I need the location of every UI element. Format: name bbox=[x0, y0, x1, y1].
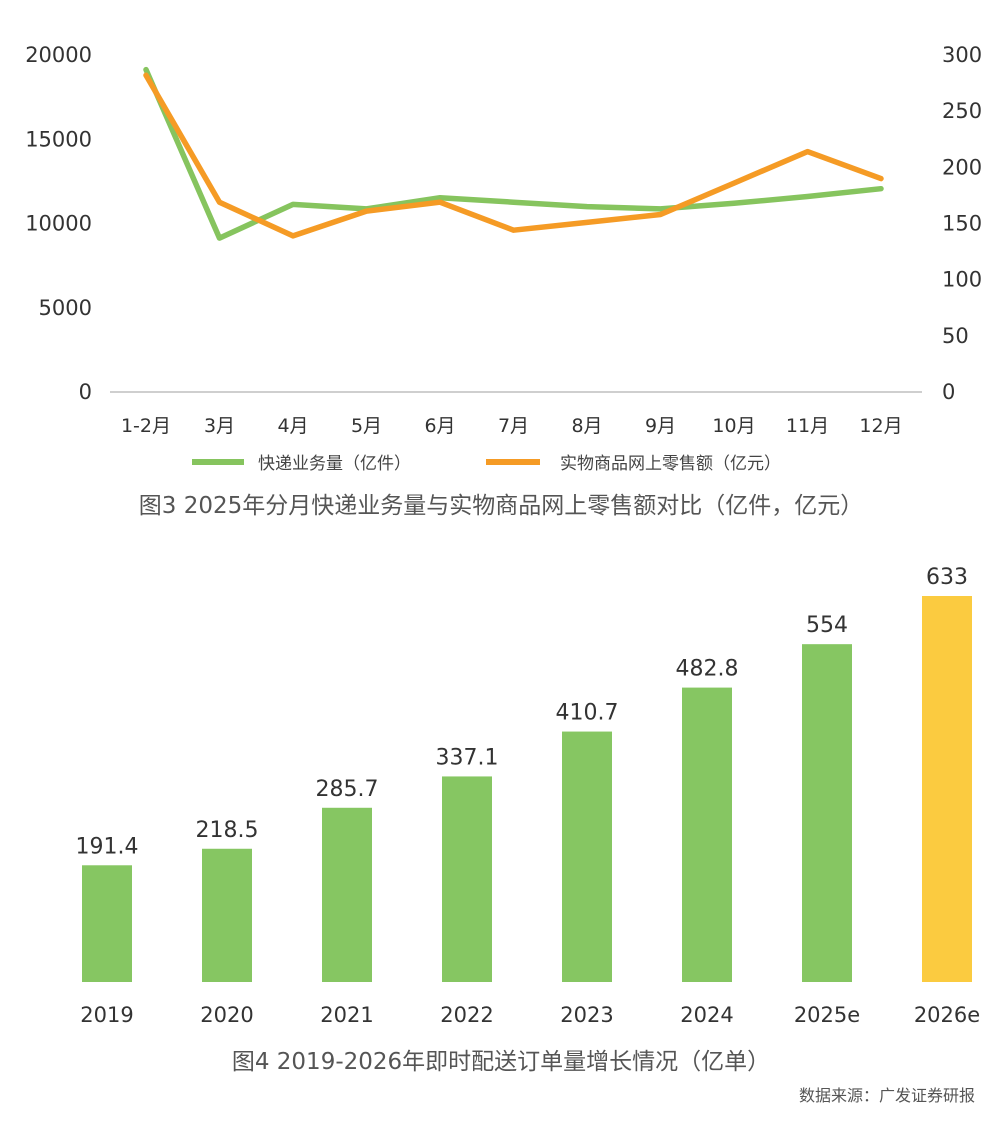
right-axis-ticks: 300 250 200 150 100 50 0 bbox=[942, 43, 982, 404]
bar-x-tick-label: 2022 bbox=[440, 1003, 493, 1027]
x-axis-tick-label: 12月 bbox=[859, 415, 902, 437]
bar-x-tick-label: 2020 bbox=[200, 1003, 253, 1027]
x-axis-tick-label: 6月 bbox=[424, 415, 455, 437]
x-axis-ticks: 1-2月 3月 4月 5月 6月 7月 8月 9月 10月 11月 12月 bbox=[121, 415, 903, 437]
x-axis-tick-label: 10月 bbox=[712, 415, 755, 437]
bar-value-label: 218.5 bbox=[196, 818, 259, 843]
bar-2022 bbox=[442, 776, 492, 982]
x-axis-tick-label: 8月 bbox=[571, 415, 602, 437]
bar-value-label: 337.1 bbox=[436, 745, 499, 770]
x-axis-tick-label: 7月 bbox=[498, 415, 529, 437]
x-axis-tick-label: 9月 bbox=[645, 415, 676, 437]
left-axis-tick-label: 15000 bbox=[25, 127, 92, 151]
x-axis-tick-label: 3月 bbox=[204, 415, 235, 437]
bar-2021 bbox=[322, 807, 372, 982]
bar-2025e bbox=[802, 644, 852, 982]
legend-label-express: 快递业务量（亿件） bbox=[258, 454, 411, 474]
line-series-group bbox=[143, 66, 884, 241]
bar-value-label: 633 bbox=[926, 565, 968, 590]
left-axis-tick-label: 20000 bbox=[25, 43, 92, 67]
bar-2020 bbox=[202, 848, 252, 982]
bar-2019 bbox=[82, 865, 132, 982]
x-axis-tick-label: 11月 bbox=[786, 415, 829, 437]
right-axis-tick-label: 0 bbox=[942, 380, 955, 404]
data-source: 数据来源：广发证券研报 bbox=[799, 1086, 975, 1105]
right-axis-tick-label: 150 bbox=[942, 212, 982, 236]
left-axis-tick-label: 10000 bbox=[25, 212, 92, 236]
x-axis-tick-label: 1-2月 bbox=[121, 415, 171, 437]
bar-x-ticks: 2019 2020 2021 2022 2023 2024 2025e 2026e bbox=[80, 1003, 980, 1027]
left-axis-tick-label: 0 bbox=[79, 380, 92, 404]
series-line-online-retail bbox=[143, 72, 884, 239]
bar-x-tick-label: 2023 bbox=[560, 1003, 613, 1027]
bar-x-tick-label: 2024 bbox=[680, 1003, 733, 1027]
bar-2026e bbox=[922, 596, 972, 982]
bar-x-tick-label: 2021 bbox=[320, 1003, 373, 1027]
x-axis-tick-label: 5月 bbox=[351, 415, 382, 437]
bar-series bbox=[82, 596, 972, 982]
left-axis-tick-label: 5000 bbox=[39, 296, 92, 320]
right-axis-tick-label: 50 bbox=[942, 324, 969, 348]
right-axis-tick-label: 200 bbox=[942, 155, 982, 179]
right-axis-tick-label: 300 bbox=[942, 43, 982, 67]
bar-value-label: 554 bbox=[806, 613, 848, 638]
bar-x-tick-label: 2019 bbox=[80, 1003, 133, 1027]
bar-value-label: 410.7 bbox=[556, 701, 619, 726]
series-line-express-volume bbox=[143, 66, 884, 241]
figure4-caption: 图4 2019-2026年即时配送订单量增长情况（亿单） bbox=[232, 1049, 770, 1075]
left-axis-ticks: 20000 15000 10000 5000 0 bbox=[25, 43, 92, 404]
bar-2024 bbox=[682, 687, 732, 982]
right-axis-tick-label: 250 bbox=[942, 99, 982, 123]
figure3-caption: 图3 2025年分月快递业务量与实物商品网上零售额对比（亿件，亿元） bbox=[139, 493, 863, 519]
bar-value-label: 191.4 bbox=[76, 834, 139, 859]
x-axis-tick-label: 4月 bbox=[277, 415, 308, 437]
bar-value-label: 482.8 bbox=[676, 657, 739, 682]
right-axis-tick-label: 100 bbox=[942, 268, 982, 292]
bar-value-label: 285.7 bbox=[316, 777, 379, 802]
bar-x-tick-label: 2026e bbox=[914, 1003, 980, 1027]
bar-value-labels: 191.4 218.5 285.7 337.1 410.7 482.8 554 633 bbox=[76, 565, 968, 859]
bar-2023 bbox=[562, 731, 612, 982]
bar-x-tick-label: 2025e bbox=[794, 1003, 860, 1027]
legend: 快递业务量（亿件） 实物商品网上零售额（亿元） bbox=[192, 454, 781, 474]
legend-label-retail: 实物商品网上零售额（亿元） bbox=[560, 454, 781, 474]
